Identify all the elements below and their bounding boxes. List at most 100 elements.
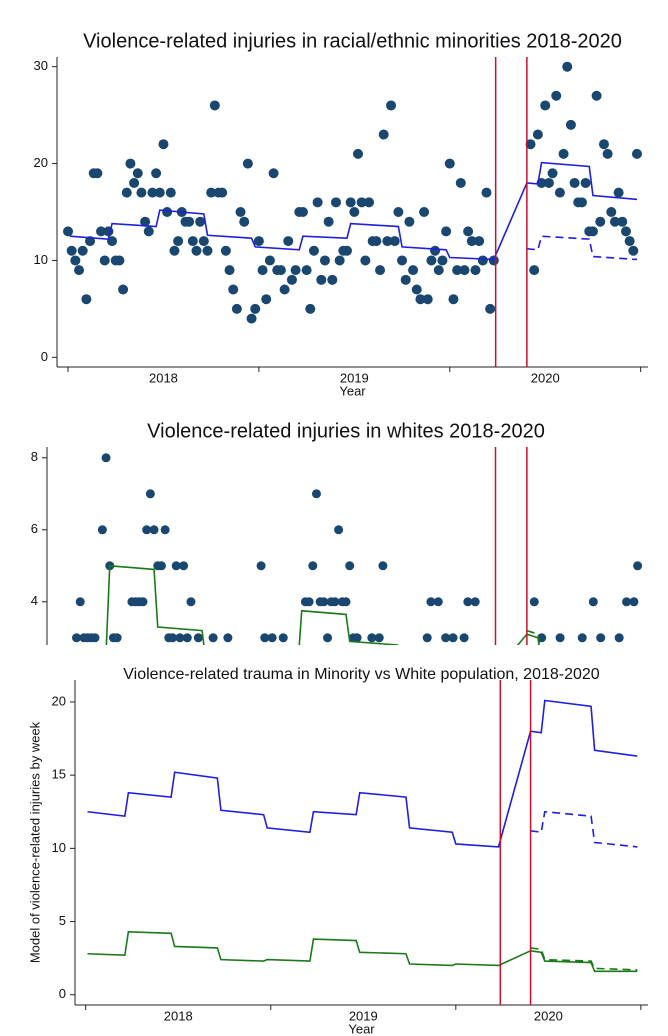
data-point bbox=[143, 226, 154, 237]
data-point bbox=[278, 633, 288, 643]
data-point bbox=[191, 245, 202, 256]
y-tick-label: 6 bbox=[31, 521, 38, 536]
data-point bbox=[419, 207, 430, 217]
data-point bbox=[114, 255, 125, 266]
y-axis-title: Model of violence-related injuries by we… bbox=[27, 721, 42, 963]
data-point bbox=[92, 168, 103, 179]
data-point bbox=[459, 265, 470, 276]
data-point bbox=[382, 236, 393, 247]
data-point bbox=[96, 226, 107, 237]
data-point bbox=[156, 561, 166, 571]
data-point bbox=[474, 236, 485, 247]
panel-background bbox=[0, 648, 668, 1036]
y-tick-label: 20 bbox=[52, 693, 66, 708]
data-point bbox=[485, 303, 496, 314]
data-point bbox=[341, 245, 352, 256]
data-point bbox=[532, 129, 543, 140]
data-point bbox=[151, 168, 162, 179]
panel-background bbox=[0, 410, 668, 648]
data-point bbox=[360, 255, 371, 266]
data-point bbox=[179, 561, 189, 571]
data-point bbox=[72, 633, 82, 643]
data-point bbox=[529, 597, 539, 607]
data-point bbox=[305, 303, 316, 314]
plot-area bbox=[63, 61, 642, 324]
data-point bbox=[319, 255, 330, 266]
data-point bbox=[569, 177, 580, 188]
data-point bbox=[165, 187, 176, 198]
data-point bbox=[312, 197, 323, 208]
data-point bbox=[455, 177, 466, 188]
data-point bbox=[147, 187, 158, 198]
data-point bbox=[352, 633, 362, 643]
data-point bbox=[301, 265, 312, 276]
data-point bbox=[158, 139, 169, 150]
data-point bbox=[448, 633, 458, 643]
data-point bbox=[613, 187, 624, 198]
x-axis-title: Year bbox=[339, 383, 366, 398]
data-point bbox=[132, 168, 143, 179]
data-point bbox=[242, 158, 253, 169]
data-point bbox=[90, 633, 100, 643]
data-point bbox=[149, 525, 159, 535]
data-point bbox=[433, 265, 444, 276]
data-point bbox=[411, 284, 422, 295]
data-point bbox=[125, 158, 136, 169]
x-tick-label: 2020 bbox=[531, 370, 560, 385]
data-point bbox=[622, 597, 632, 607]
data-point bbox=[614, 633, 624, 643]
x-tick-label: 2018 bbox=[149, 370, 178, 385]
data-point bbox=[81, 294, 92, 305]
data-point bbox=[208, 633, 218, 643]
data-point bbox=[374, 633, 384, 643]
data-point bbox=[444, 158, 455, 169]
data-point bbox=[297, 207, 308, 217]
model-line bbox=[69, 161, 638, 261]
model-line bbox=[530, 947, 638, 971]
data-point bbox=[595, 216, 606, 227]
data-point bbox=[633, 561, 643, 571]
data-point bbox=[543, 177, 554, 188]
data-point bbox=[334, 525, 344, 535]
model-line bbox=[526, 235, 638, 261]
y-tick-label: 30 bbox=[34, 58, 48, 73]
data-point bbox=[529, 265, 540, 276]
data-point bbox=[121, 187, 132, 198]
data-point bbox=[587, 226, 598, 237]
data-point bbox=[371, 236, 382, 247]
data-point bbox=[558, 148, 569, 159]
model-line bbox=[87, 930, 638, 973]
y-tick-label: 20 bbox=[34, 155, 48, 170]
data-point bbox=[75, 597, 85, 607]
data-point bbox=[162, 207, 173, 217]
y-tick-label: 10 bbox=[52, 840, 66, 855]
data-point bbox=[129, 177, 140, 188]
data-point bbox=[562, 61, 573, 72]
data-point bbox=[323, 633, 333, 643]
data-point bbox=[220, 245, 231, 256]
data-point bbox=[606, 207, 617, 217]
data-point bbox=[400, 274, 411, 285]
data-point bbox=[341, 597, 351, 607]
data-point bbox=[437, 255, 448, 266]
data-point bbox=[142, 525, 152, 535]
data-point bbox=[308, 245, 319, 256]
data-point bbox=[138, 597, 148, 607]
data-point bbox=[323, 216, 334, 227]
data-point bbox=[389, 236, 400, 247]
data-point bbox=[171, 561, 181, 571]
data-point bbox=[430, 245, 441, 256]
plot-area bbox=[72, 453, 643, 645]
data-point bbox=[182, 633, 192, 643]
data-point bbox=[353, 148, 364, 159]
data-point bbox=[154, 187, 165, 198]
data-point bbox=[481, 187, 492, 198]
data-point bbox=[223, 633, 233, 643]
data-point bbox=[250, 303, 261, 314]
data-point bbox=[463, 597, 473, 607]
data-point bbox=[193, 633, 203, 643]
data-point bbox=[327, 274, 338, 285]
data-point bbox=[459, 633, 469, 643]
data-point bbox=[209, 100, 220, 111]
